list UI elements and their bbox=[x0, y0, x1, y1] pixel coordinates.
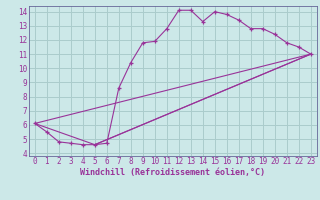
X-axis label: Windchill (Refroidissement éolien,°C): Windchill (Refroidissement éolien,°C) bbox=[80, 168, 265, 177]
